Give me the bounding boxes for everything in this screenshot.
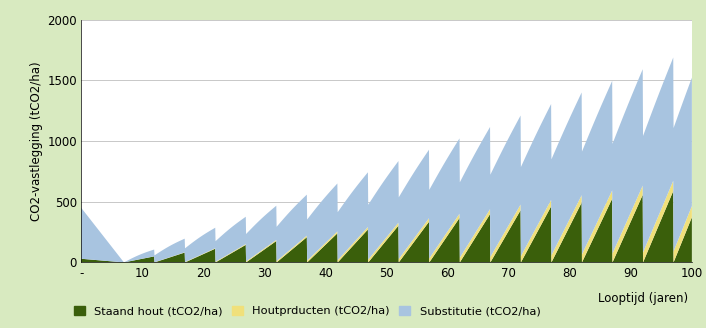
Y-axis label: CO2-vastlegging (tCO2/ha): CO2-vastlegging (tCO2/ha) bbox=[30, 61, 43, 221]
Legend: Staand hout (tCO2/ha), Houtprducten (tCO2/ha), Substitutie (tCO2/ha): Staand hout (tCO2/ha), Houtprducten (tCO… bbox=[69, 301, 545, 321]
Text: Looptijd (jaren): Looptijd (jaren) bbox=[598, 292, 688, 305]
